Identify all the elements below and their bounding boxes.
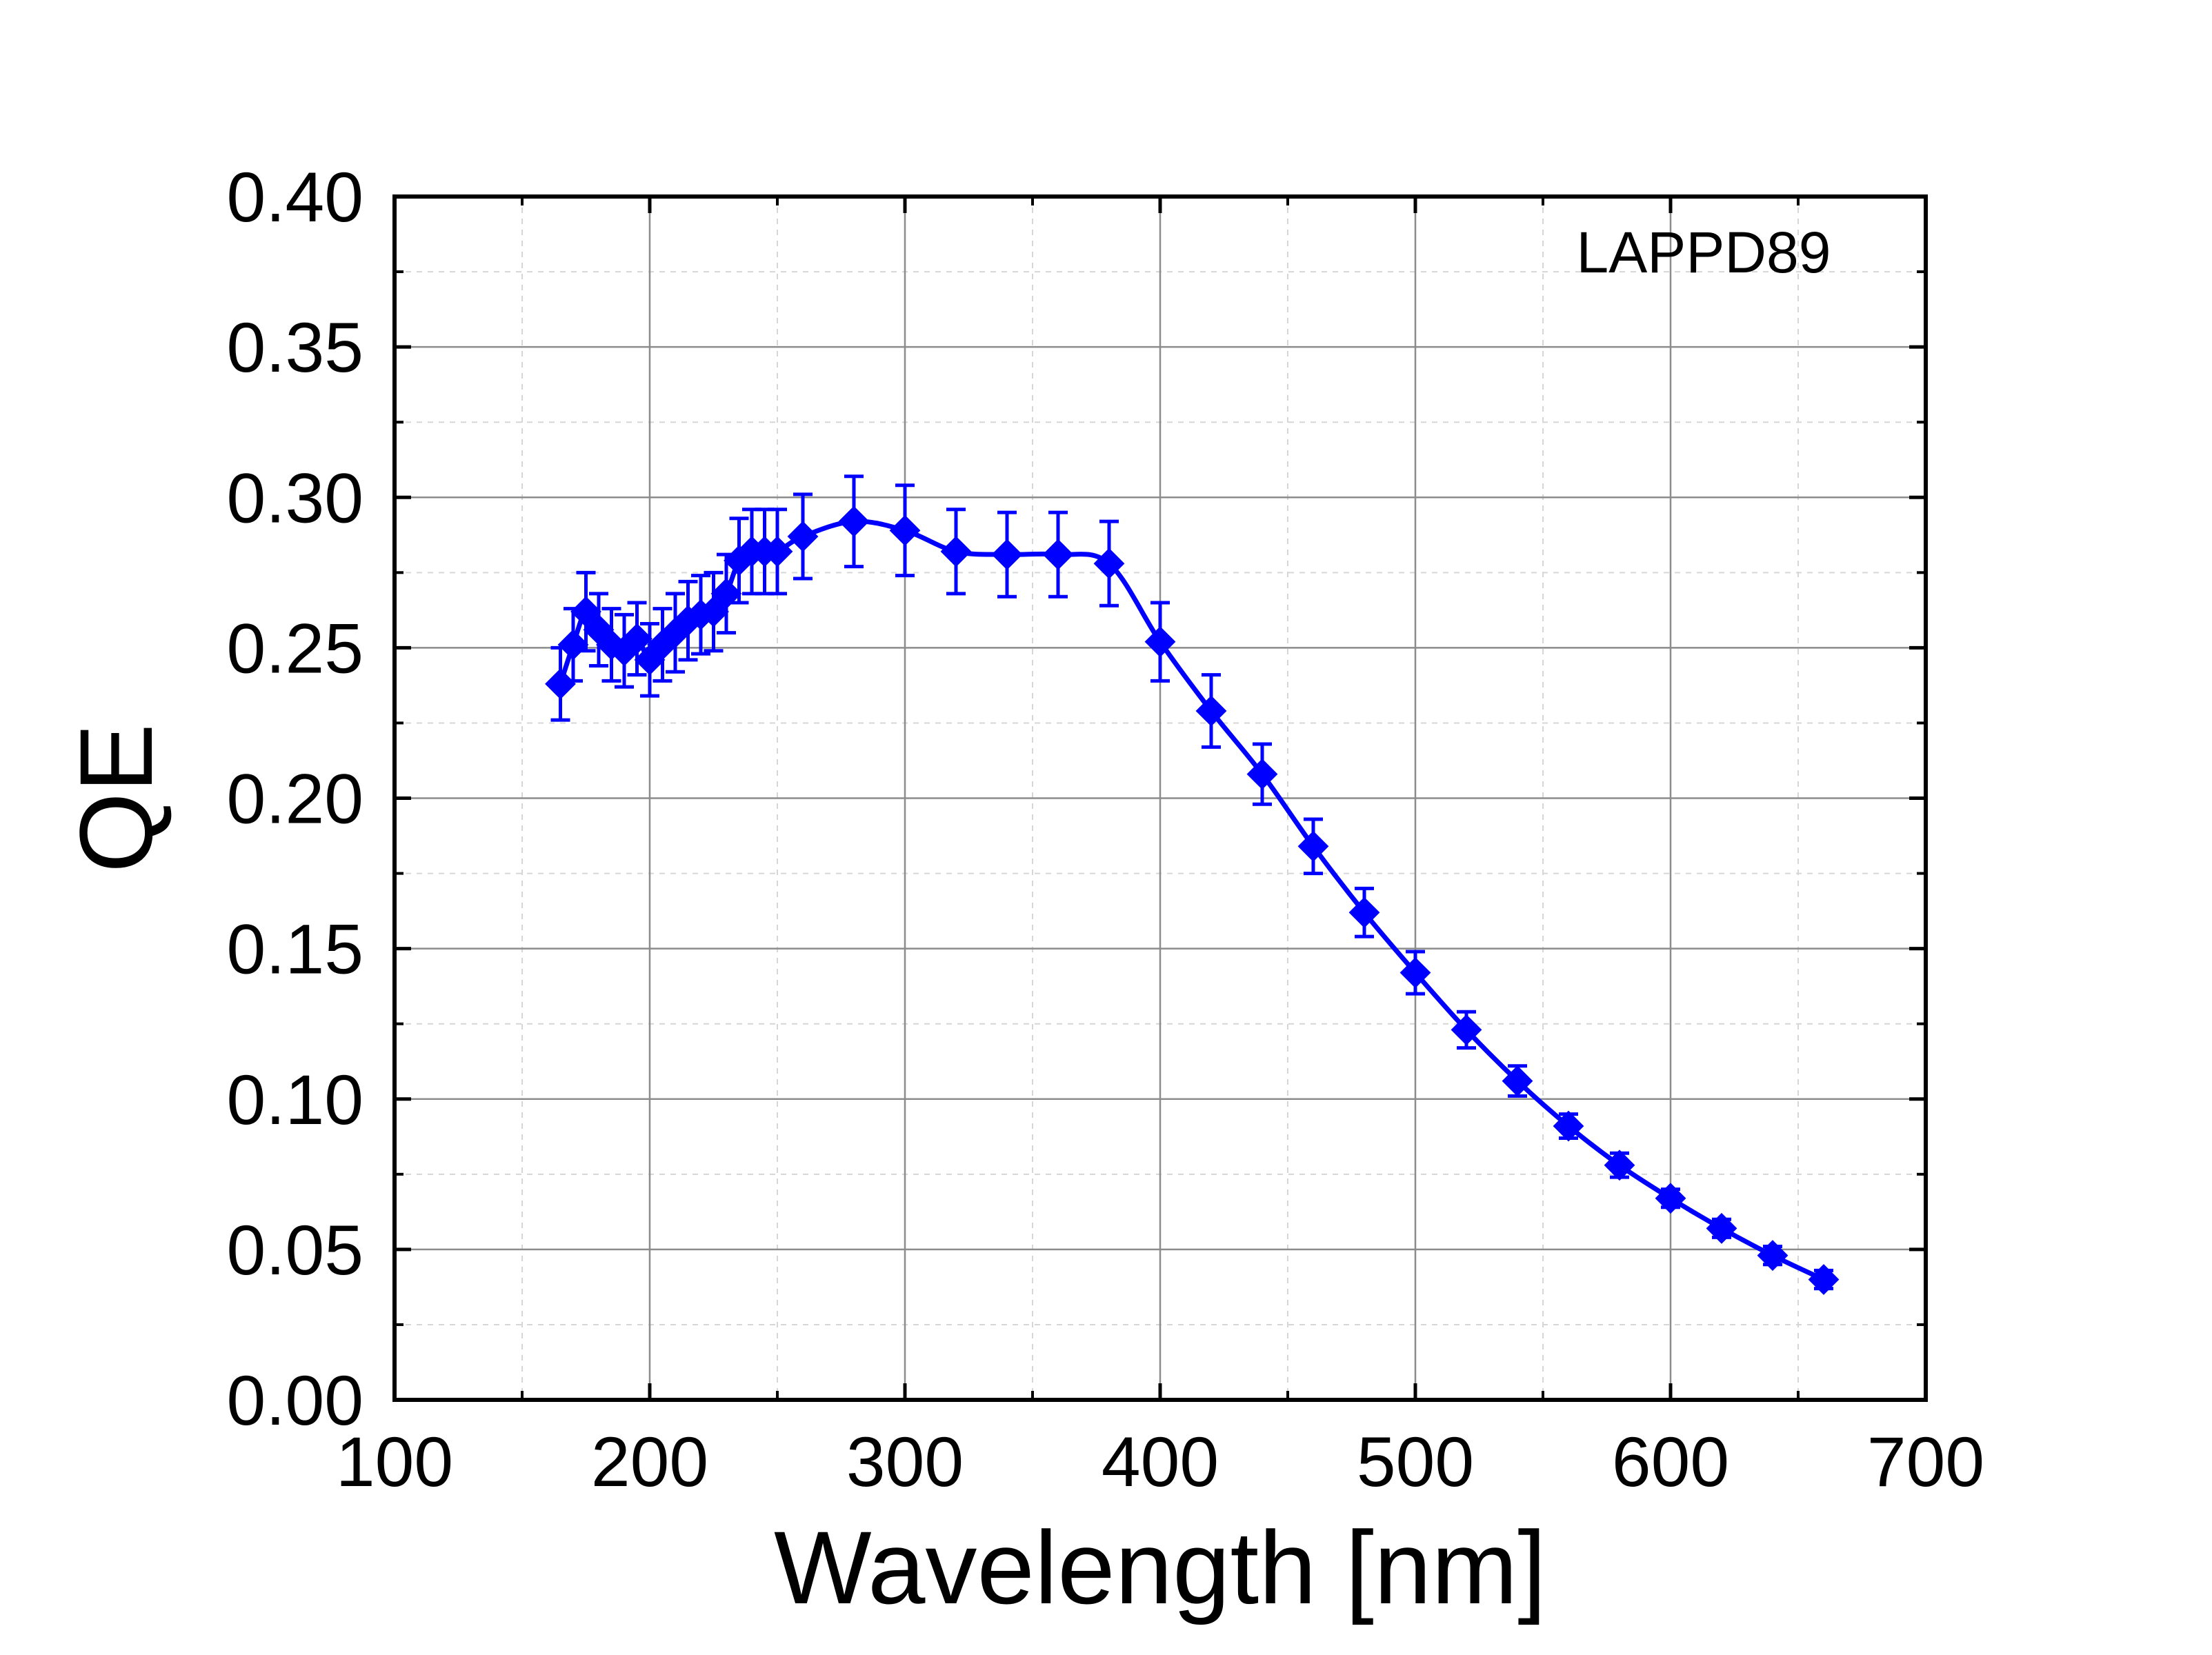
- data-point-marker: [787, 521, 819, 552]
- series-annotation: LAPPD89: [1577, 220, 1831, 285]
- data-point-marker: [1808, 1264, 1840, 1295]
- data-point-marker: [1604, 1150, 1635, 1181]
- y-tick-label: 0.30: [226, 459, 363, 537]
- data-point-marker: [838, 505, 870, 537]
- data-point-marker: [698, 596, 729, 628]
- grid: [395, 197, 1926, 1400]
- y-axis-title: QE: [58, 723, 174, 873]
- x-tick-label: 200: [591, 1423, 708, 1501]
- x-tick-label: 400: [1102, 1423, 1219, 1501]
- x-axis-title: Wavelength [nm]: [774, 1509, 1546, 1625]
- data-point-marker: [1706, 1212, 1737, 1244]
- data-point-marker: [1655, 1183, 1686, 1214]
- data-point-marker: [889, 514, 921, 546]
- data-point-marker: [1502, 1065, 1533, 1096]
- data-point-marker: [991, 539, 1023, 570]
- data-series: [545, 474, 1840, 1295]
- x-tick-label: 300: [846, 1423, 964, 1501]
- y-tick-label: 0.40: [226, 158, 363, 237]
- y-tick-label: 0.15: [226, 910, 363, 989]
- data-point-marker: [621, 623, 652, 654]
- axis-ticks: [392, 194, 1928, 1402]
- data-point-marker: [557, 629, 589, 661]
- x-tick-label: 700: [1867, 1423, 1984, 1501]
- data-point-marker: [710, 578, 742, 610]
- x-tick-label: 500: [1357, 1423, 1474, 1501]
- y-tick-label: 0.20: [226, 760, 363, 839]
- data-point-marker: [761, 536, 793, 568]
- data-point-marker: [1195, 695, 1227, 727]
- data-point-marker: [1451, 1014, 1482, 1045]
- data-point-marker: [1042, 539, 1074, 570]
- x-tick-label: 100: [336, 1423, 453, 1501]
- data-point-marker: [1246, 759, 1278, 790]
- y-tick-label: 0.00: [226, 1361, 363, 1440]
- data-point-marker: [1144, 626, 1176, 658]
- data-point-marker: [1348, 896, 1380, 928]
- axis-tick-labels: 100 200 300 400 500 600 700 0.00 0.05 0.10 0.15 0.2…: [226, 158, 1984, 1501]
- data-point-marker: [1553, 1110, 1584, 1142]
- data-point-marker: [545, 668, 576, 700]
- y-tick-label: 0.25: [226, 609, 363, 688]
- data-point-marker: [940, 536, 972, 568]
- y-tick-label: 0.10: [226, 1061, 363, 1139]
- x-tick-label: 600: [1612, 1423, 1729, 1501]
- y-tick-label: 0.05: [226, 1211, 363, 1290]
- data-point-marker: [1093, 548, 1125, 579]
- y-tick-label: 0.35: [226, 308, 363, 387]
- data-point-marker: [570, 596, 601, 628]
- data-point-marker: [1757, 1240, 1788, 1272]
- data-point-marker: [1399, 957, 1431, 988]
- data-point-marker: [1297, 830, 1329, 862]
